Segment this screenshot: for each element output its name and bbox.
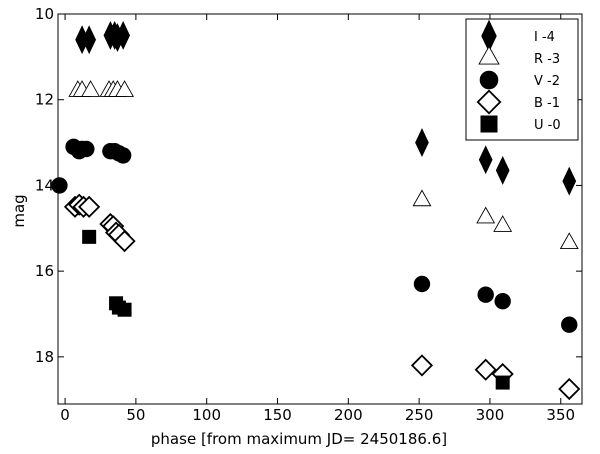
series-1-point-9 <box>493 215 513 232</box>
series-2-point-12 <box>561 316 578 333</box>
x-tick-label-6: 300 <box>476 406 505 424</box>
x-tick-label-1: 50 <box>126 406 145 424</box>
x-tick-label-2: 100 <box>192 406 221 424</box>
series-2-point-4 <box>78 140 95 158</box>
legend-marker-3 <box>476 89 502 115</box>
legend-marker-2 <box>479 70 499 90</box>
series-2-point-11 <box>494 292 511 310</box>
x-tick-label-4: 200 <box>334 406 363 424</box>
plot-frame <box>57 13 583 405</box>
x-axis-label: phase [from maximum JD= 2450186.6] <box>151 430 447 448</box>
series-1-point-2 <box>81 80 101 97</box>
x-tick-label-5: 250 <box>405 406 434 424</box>
legend-marker-4 <box>480 115 498 133</box>
series-0-point-1 <box>82 25 97 55</box>
series-3-point-10 <box>474 358 497 381</box>
y-tick-label-1: 12 <box>35 91 54 109</box>
legend: I -4 R -3 V -2 B -1 U -0 <box>465 18 579 141</box>
series-0-point-7 <box>478 145 493 175</box>
legend-label-4: U -0 <box>534 118 561 133</box>
y-tick-label-3: 16 <box>35 262 54 280</box>
series-1-point-7 <box>412 189 432 207</box>
series-2-point-10 <box>477 286 494 303</box>
series-4-point-0 <box>82 229 97 244</box>
x-tick-label-7: 350 <box>546 406 575 424</box>
series-3-point-9 <box>410 354 434 377</box>
series-1-point-6 <box>115 80 135 97</box>
series-2-point-9 <box>413 275 431 293</box>
series-3-point-3 <box>78 195 101 218</box>
plot-layer <box>51 20 581 401</box>
legend-label-2: V -2 <box>534 74 560 89</box>
series-0-point-9 <box>562 166 577 196</box>
series-1-point-10 <box>559 232 579 250</box>
legend-label-1: R -3 <box>534 52 560 67</box>
y-tick-label-0: 10 <box>35 5 54 23</box>
series-4-group <box>82 229 510 390</box>
legend-label-0: I -4 <box>534 30 555 45</box>
legend-label-3: B -1 <box>534 96 560 111</box>
series-0-point-5 <box>116 20 130 50</box>
series-2-group <box>51 138 578 333</box>
series-0-group <box>75 20 577 196</box>
x-tick-label-0: 0 <box>60 406 70 424</box>
series-4-point-4 <box>495 375 510 390</box>
y-tick-label-4: 18 <box>35 348 54 366</box>
series-3-point-8 <box>113 230 136 253</box>
axes-layer: 0 50 100 150 200 250 300 350 10 12 14 16 18 <box>35 5 583 424</box>
x-tick-label-3: 150 <box>263 406 292 424</box>
series-0-point-8 <box>495 155 510 185</box>
series-4-point-3 <box>117 302 132 317</box>
series-3-point-12 <box>558 377 581 401</box>
series-2-point-8 <box>114 147 132 164</box>
y-tick-label-2: 14 <box>35 176 54 194</box>
series-1-group <box>68 80 579 250</box>
legend-marker-1 <box>478 45 500 65</box>
y-axis-label: mag <box>10 194 28 227</box>
series-1-point-8 <box>476 206 496 224</box>
series-0-point-6 <box>415 128 429 158</box>
